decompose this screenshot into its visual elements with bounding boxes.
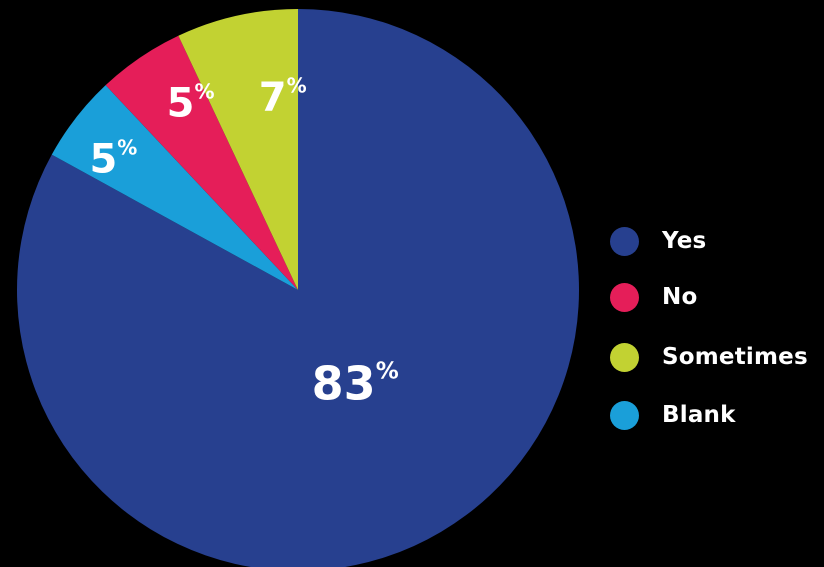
pie-slice-no — [105, 35, 298, 291]
slice-value-percent-sign: % — [376, 358, 399, 384]
legend-label: Yes — [662, 228, 707, 254]
slice-value-label-no: 5% — [167, 79, 215, 127]
legend-label: No — [662, 284, 698, 310]
pie-slice-sometimes — [178, 9, 298, 290]
slice-value-percent-sign: % — [287, 73, 307, 97]
slice-value-number: 5 — [167, 80, 195, 126]
pie-slice-yes — [17, 9, 579, 567]
legend-item-no: No — [610, 282, 697, 312]
slice-value-label-blank: 5% — [89, 135, 137, 183]
slice-value-number: 7 — [259, 75, 287, 121]
slice-value-percent-sign: % — [194, 79, 214, 103]
legend-swatch-sometimes — [610, 342, 639, 372]
pie-slices — [17, 9, 579, 567]
slice-value-label-yes: 83% — [312, 356, 399, 410]
slice-value-number: 83 — [312, 356, 376, 410]
legend-item-blank: Blank — [610, 400, 736, 430]
legend-swatch-yes — [610, 226, 639, 256]
slice-value-number: 5 — [89, 137, 117, 183]
slice-value-percent-sign: % — [117, 135, 137, 159]
legend-swatch-no — [610, 282, 639, 312]
legend-swatch-blank — [610, 400, 639, 430]
legend-label: Sometimes — [662, 344, 808, 370]
legend-item-sometimes: Sometimes — [610, 342, 808, 372]
pie-value-labels: 83%5%5% 7% — [89, 73, 398, 410]
legend-label: Blank — [662, 402, 736, 428]
legend-item-yes: Yes — [610, 226, 706, 256]
slice-value-label-sometimes: 7% — [259, 73, 307, 121]
pie-slice-blank — [51, 85, 298, 290]
